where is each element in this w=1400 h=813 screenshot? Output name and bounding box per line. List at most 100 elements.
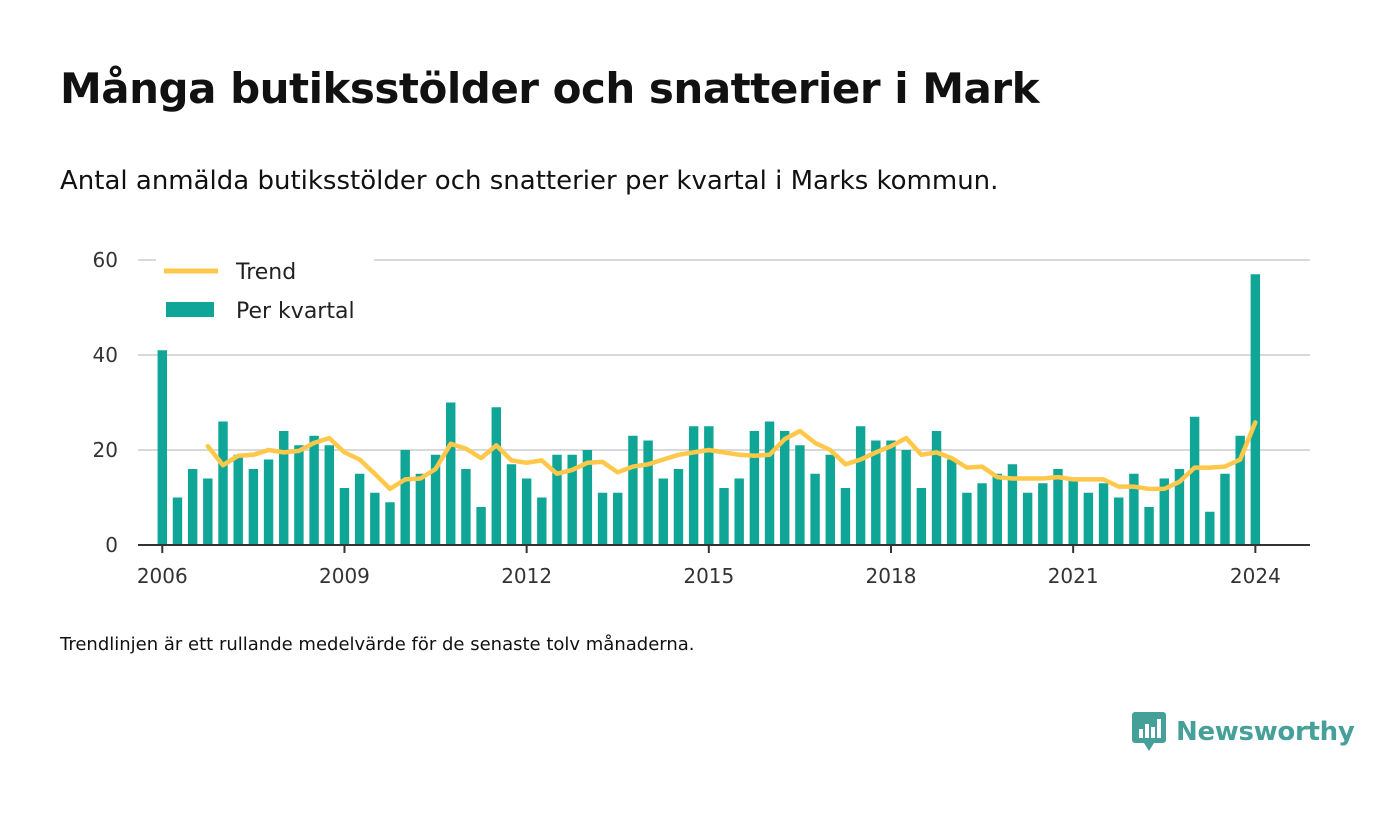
trend-line	[205, 420, 1258, 492]
legend-trend-label: Trend	[235, 260, 296, 285]
brand-logo: Newsworthy	[1132, 712, 1355, 752]
bar-series	[157, 274, 1261, 545]
bar	[1205, 511, 1215, 545]
bar	[931, 431, 942, 545]
bar	[749, 431, 760, 545]
bar	[521, 478, 532, 545]
bar	[400, 450, 410, 545]
bar	[461, 469, 471, 545]
legend-bar-label: Per kvartal	[236, 299, 355, 324]
bar	[1250, 274, 1261, 545]
bar	[1083, 492, 1094, 545]
x-tick-label: 2015	[683, 564, 734, 588]
bar	[643, 440, 653, 545]
footnote: Trendlinjen är ett rullande medelvärde f…	[60, 634, 695, 655]
bar	[855, 426, 866, 545]
bar	[1235, 435, 1245, 545]
bar	[187, 469, 198, 545]
bar	[780, 431, 790, 545]
bar	[810, 473, 820, 545]
bar	[1144, 507, 1154, 545]
bar	[673, 469, 684, 545]
bar	[491, 407, 501, 545]
y-tick-label: 40	[93, 343, 118, 367]
bar	[719, 488, 729, 545]
bar	[385, 502, 395, 545]
bar	[430, 454, 441, 545]
bar	[324, 445, 334, 545]
bar	[309, 435, 319, 545]
axes: 0 20 40 60 2006 2009 2012 2015 2018 2021 2024	[93, 248, 1310, 588]
bar	[339, 488, 350, 545]
chart-subtitle: Antal anmälda butiksstölder och snatteri…	[60, 166, 999, 196]
bar	[962, 492, 972, 545]
bar	[840, 488, 851, 545]
bar	[947, 459, 957, 545]
legend-background	[156, 254, 374, 336]
bar	[992, 473, 1002, 545]
bar	[658, 478, 668, 545]
bar	[916, 488, 927, 545]
bar	[294, 445, 304, 545]
bar	[537, 497, 547, 545]
legend-bar-swatch	[166, 302, 214, 317]
bar	[597, 492, 608, 545]
bar	[203, 478, 213, 545]
bar	[1098, 483, 1109, 545]
x-tick-label: 2009	[319, 564, 370, 588]
y-tick-label: 0	[105, 533, 118, 557]
y-tick-label: 60	[93, 248, 118, 272]
bar	[764, 421, 775, 545]
bar	[446, 402, 456, 545]
bar	[1159, 478, 1169, 545]
bar	[628, 435, 638, 545]
x-tick-label: 2012	[501, 564, 552, 588]
bar	[886, 440, 896, 545]
x-tick-label: 2021	[1048, 564, 1099, 588]
bar	[1007, 464, 1018, 545]
brand-name: Newsworthy	[1176, 717, 1355, 747]
bar	[157, 350, 167, 545]
y-tick-label: 20	[93, 438, 118, 462]
bar	[172, 497, 183, 545]
bar	[1129, 473, 1139, 545]
bar	[1220, 473, 1230, 545]
bar	[233, 454, 243, 545]
bar	[1114, 497, 1124, 545]
bar	[825, 454, 835, 545]
bar	[734, 478, 744, 545]
bar	[552, 454, 562, 545]
chart-title: Många butiksstölder och snatterier i Mar…	[60, 64, 1040, 113]
bar	[506, 464, 517, 545]
x-tick-label: 2024	[1230, 564, 1281, 588]
bar	[688, 426, 699, 545]
bar	[263, 459, 274, 545]
bar	[1174, 469, 1185, 545]
bar	[613, 492, 623, 545]
bar	[218, 421, 228, 545]
bar	[279, 431, 289, 545]
trend-series	[205, 420, 1258, 492]
bar	[704, 426, 714, 545]
bar	[1189, 416, 1200, 545]
bar	[370, 492, 380, 545]
newsworthy-logo-icon	[1132, 712, 1166, 751]
bar	[476, 507, 486, 545]
x-tick-label: 2006	[137, 564, 188, 588]
bar	[1068, 478, 1078, 545]
bar	[795, 445, 805, 545]
bar	[354, 473, 365, 545]
bar	[1053, 469, 1063, 545]
bar	[582, 450, 593, 545]
legend: Trend Per kvartal	[156, 254, 374, 336]
bar	[1038, 483, 1048, 545]
bar	[415, 473, 426, 545]
bar	[901, 450, 911, 545]
bar	[977, 483, 987, 545]
bar	[1022, 492, 1033, 545]
bar	[871, 440, 881, 545]
x-tick-label: 2018	[866, 564, 917, 588]
bar	[567, 454, 577, 545]
bar	[248, 469, 259, 545]
